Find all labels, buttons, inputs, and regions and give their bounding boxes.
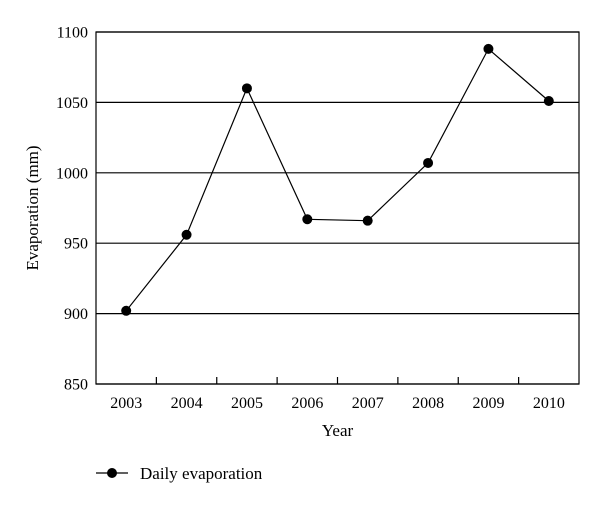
y-tick-label-950: 950 bbox=[64, 236, 88, 253]
data-point-2003 bbox=[121, 305, 132, 316]
legend-label: Daily evaporation bbox=[140, 464, 263, 483]
plot-area-frame bbox=[95, 31, 580, 385]
data-point-2010 bbox=[543, 95, 554, 106]
data-point-2006 bbox=[302, 214, 313, 225]
data-point-2007 bbox=[362, 215, 373, 226]
y-tick-label-850: 850 bbox=[64, 377, 88, 394]
x-axis-ticks: 2003 2004 2005 2006 2007 2008 2009 2010 bbox=[110, 377, 565, 412]
x-axis-title: Year bbox=[322, 421, 354, 440]
y-tick-label-1050: 1050 bbox=[56, 95, 88, 112]
y-tick-label-1100: 1100 bbox=[57, 25, 88, 42]
data-point-2009 bbox=[483, 43, 494, 54]
data-point-2004 bbox=[181, 229, 192, 240]
series-group bbox=[121, 43, 554, 316]
gridlines bbox=[96, 31, 579, 385]
legend: Daily evaporation bbox=[96, 464, 263, 483]
y-axis-ticks: 850 900 950 1000 1050 1100 bbox=[56, 25, 88, 394]
x-tick-label-2007: 2007 bbox=[352, 395, 384, 412]
x-tick-label-2008: 2008 bbox=[412, 395, 444, 412]
x-tick-label-2006: 2006 bbox=[291, 395, 323, 412]
y-tick-label-1000: 1000 bbox=[56, 165, 88, 182]
y-tick-label-900: 900 bbox=[64, 306, 88, 323]
x-tick-label-2005: 2005 bbox=[231, 395, 263, 412]
series-line-0 bbox=[125, 47, 550, 312]
x-tick-label-2004: 2004 bbox=[171, 395, 203, 412]
legend-marker-swatch bbox=[107, 468, 117, 478]
x-tick-label-2010: 2010 bbox=[533, 395, 565, 412]
data-point-2005 bbox=[241, 83, 252, 94]
x-tick-label-2009: 2009 bbox=[472, 395, 504, 412]
x-tick-label-2003: 2003 bbox=[110, 395, 142, 412]
y-axis-title: Evaporation (mm) bbox=[23, 145, 42, 270]
data-point-2008 bbox=[423, 157, 434, 168]
